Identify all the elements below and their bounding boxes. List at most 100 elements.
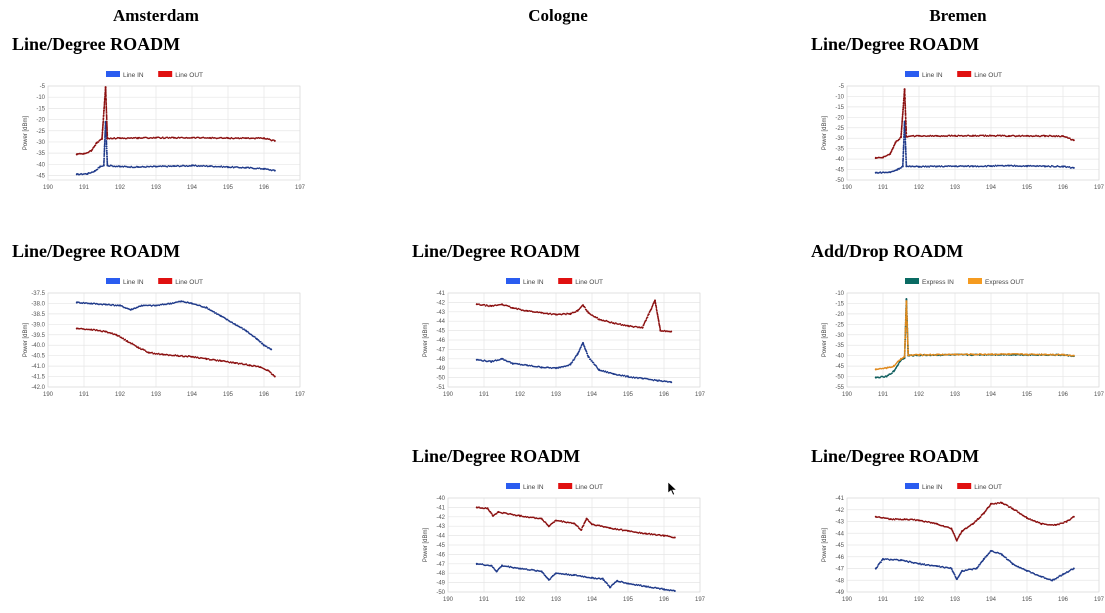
column-title-amsterdam: Amsterdam [113,6,199,25]
data-point [119,304,121,307]
data-point [266,369,269,372]
data-point [501,357,503,360]
y-tick-label: -15 [36,106,45,112]
x-tick-label: 197 [695,392,706,398]
legend-label: Express OUT [985,279,1024,286]
data-point [137,346,139,349]
x-tick-label: 193 [551,392,562,398]
data-point [90,302,93,305]
chart-legend: Line IN Line OUT [905,483,1002,491]
data-point [612,372,615,375]
x-tick-label: 190 [443,597,454,603]
series-line-out [75,327,276,378]
y-tick-label: -5 [40,84,46,90]
data-point [248,364,251,367]
data-point [173,165,175,168]
y-tick-label: -15 [835,301,844,307]
y-tick-label: -20 [36,118,45,124]
x-tick-label: 197 [295,185,306,191]
data-point [874,376,877,379]
legend-swatch [968,278,982,284]
data-point [645,532,647,535]
data-point [609,586,611,589]
data-point [1008,164,1010,167]
y-tick-label: -41.0 [31,364,45,370]
x-tick-label: 192 [914,185,925,191]
y-tick-label: -46 [835,555,844,561]
data-point [627,324,629,327]
data-point [670,330,673,333]
data-point [955,578,958,581]
x-tick-label: 191 [479,597,490,603]
data-point [612,322,615,325]
data-point [102,164,105,167]
data-point [162,353,165,356]
data-point [580,528,583,531]
y-tick-label: -55 [835,385,844,391]
data-point [936,165,938,168]
data-point [573,574,575,577]
data-point [555,367,557,370]
data-point [511,362,514,365]
data-point [1062,573,1064,576]
data-point [519,514,521,517]
chart-grid [846,85,1100,181]
data-point [972,353,974,356]
chart-legend: Express IN Express OUT [905,278,1024,286]
y-tick-label: -48 [436,357,445,363]
data-point [1062,353,1064,356]
data-point [954,165,956,168]
x-tick-label: 196 [259,392,270,398]
data-point [75,301,78,304]
x-tick-label: 196 [259,185,270,191]
data-point [259,366,262,369]
data-point [576,309,579,312]
y-tick-label: -45 [835,364,844,370]
y-tick-label: -42 [436,300,445,306]
legend-label: Line OUT [175,72,203,79]
data-point [555,313,557,316]
y-tick-label: -40.0 [31,343,45,349]
data-point [903,518,906,521]
legend-swatch [905,278,919,284]
data-point [273,139,276,142]
data-point [1044,353,1046,356]
data-point [900,136,902,139]
y-tick-label: -38.0 [31,301,45,307]
legend-label: Line OUT [575,279,603,286]
data-point [627,375,629,378]
y-tick-label: -50 [436,376,445,382]
series-line-out [874,88,1075,160]
data-point [234,323,237,326]
x-tick-label: 192 [115,185,126,191]
data-point [90,149,93,152]
y-tick-label: -41 [436,505,445,511]
data-point [990,353,992,356]
y-tick-label: -42.0 [31,385,45,391]
data-point [582,304,584,307]
y-tick-label: -41.5 [31,375,45,381]
data-point [540,311,543,314]
data-point [1026,569,1028,572]
x-tick-label: 190 [842,597,853,603]
data-point [501,303,503,306]
x-tick-label: 192 [914,597,925,603]
data-point [1011,562,1014,565]
x-tick-label: 193 [950,597,961,603]
data-point [885,375,888,378]
data-point [955,539,958,542]
data-point [191,136,193,139]
y-axis-label: Power [dBm] [423,323,429,358]
chart-grid [47,292,301,388]
data-point [905,165,908,168]
y-tick-label: -41 [436,291,445,297]
x-tick-label: 194 [587,392,598,398]
x-tick-label: 191 [479,392,490,398]
y-axis-label: Power [dBm] [23,323,29,358]
data-point [555,572,557,575]
legend-swatch [905,71,919,77]
data-point [547,578,550,581]
data-point [501,564,503,567]
data-point [982,512,985,515]
data-point [126,340,129,343]
